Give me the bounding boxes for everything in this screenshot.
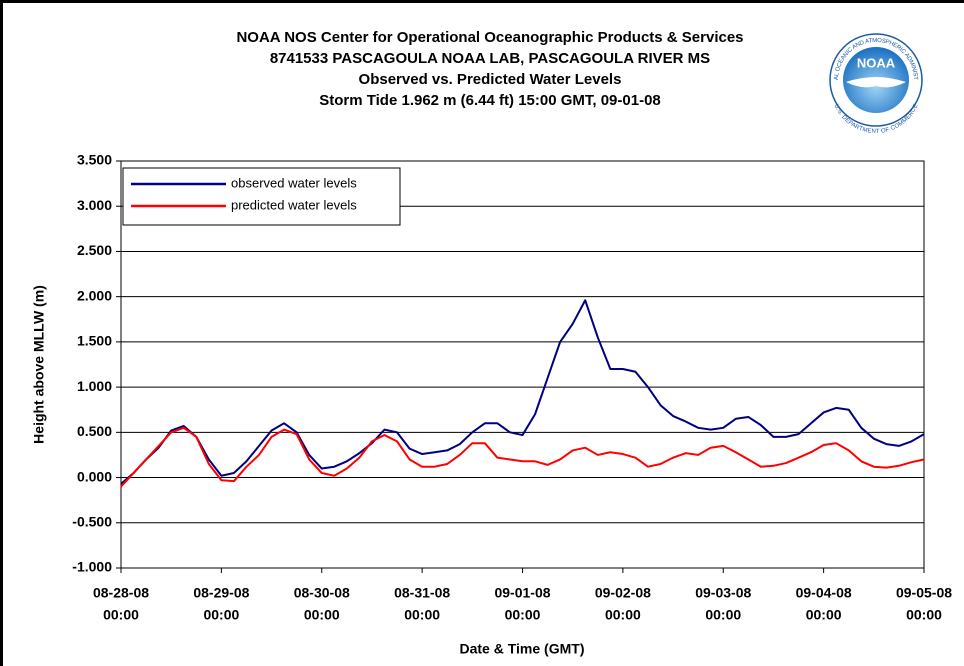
x-tick-label: 08-30-08 (294, 585, 350, 601)
x-tick-label: 09-05-08 (896, 585, 952, 601)
chart-title: Observed vs. Predicted Water Levels (359, 71, 622, 88)
chart-title: Storm Tide 1.962 m (6.44 ft) 15:00 GMT, … (319, 92, 661, 109)
x-tick-label: 00:00 (605, 607, 641, 623)
x-axis-label: Date & Time (GMT) (460, 641, 585, 657)
y-tick-label: 2.500 (77, 242, 112, 258)
chart-title: NOAA NOS Center for Operational Oceanogr… (236, 29, 743, 46)
x-tick-label: 08-29-08 (193, 585, 249, 601)
chart-title: 8741533 PASCAGOULA NOAA LAB, PASCAGOULA … (270, 50, 710, 67)
x-tick-label: 08-31-08 (394, 585, 450, 601)
x-tick-label: 00:00 (304, 607, 340, 623)
x-tick-label: 09-03-08 (695, 585, 751, 601)
y-tick-label: 3.000 (77, 197, 112, 213)
x-tick-label: 00:00 (505, 607, 541, 623)
y-tick-label: 1.500 (77, 333, 112, 349)
y-tick-label: 0.000 (77, 468, 112, 484)
legend-label: predicted water levels (231, 197, 357, 212)
x-tick-label: 00:00 (705, 607, 741, 623)
legend-label: observed water levels (231, 175, 357, 190)
y-tick-label: -0.500 (72, 513, 112, 529)
x-tick-label: 00:00 (103, 607, 139, 623)
logo-text: NOAA (857, 55, 896, 70)
x-tick-label: 09-04-08 (796, 585, 852, 601)
y-tick-label: 3.500 (77, 152, 112, 168)
y-tick-label: 0.500 (77, 423, 112, 439)
logo-bird (846, 77, 906, 88)
x-tick-label: 09-02-08 (595, 585, 651, 601)
x-tick-label: 09-01-08 (494, 585, 550, 601)
y-tick-label: 1.000 (77, 378, 112, 394)
x-tick-label: 08-28-08 (93, 585, 149, 601)
series-line (120, 426, 925, 488)
x-tick-label: 00:00 (906, 607, 942, 623)
y-tick-label: 2.000 (77, 287, 112, 303)
x-tick-label: 00:00 (203, 607, 239, 623)
y-axis-label: Height above MLLW (m) (31, 285, 47, 444)
x-tick-label: 00:00 (806, 607, 842, 623)
x-tick-label: 00:00 (404, 607, 440, 623)
y-tick-label: -1.000 (72, 559, 112, 575)
legend-box (122, 167, 401, 226)
series-line (120, 299, 925, 485)
